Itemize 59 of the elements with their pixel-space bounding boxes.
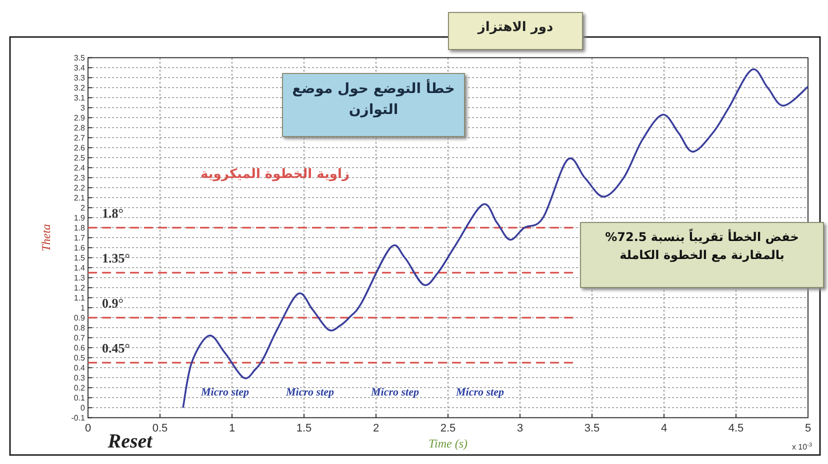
y-tick-label: 3.2 <box>74 84 86 93</box>
annotation: Micro step <box>200 386 250 399</box>
y-tick-label: 0.7 <box>74 334 86 343</box>
x-tick-label: 1.5 <box>296 422 312 435</box>
x-axis-title: Time (s) <box>428 436 468 451</box>
y-tick-label: 1.1 <box>74 294 86 303</box>
y-tick-label: 2.9 <box>74 114 86 123</box>
y-tick-label: 2.5 <box>74 154 86 163</box>
y-tick-label: 1.6 <box>74 244 86 253</box>
y-tick-label: 3.4 <box>74 64 86 73</box>
y-tick-label: 2.2 <box>74 184 86 193</box>
y-tick-label: -0.1 <box>71 414 86 423</box>
text: x 10$^{-3}$ <box>792 442 812 452</box>
y-tick-label: 2 <box>80 204 86 213</box>
x-tick-label: 2 <box>372 422 380 435</box>
y-tick-label: 0.8 <box>74 324 86 333</box>
y-tick-label: 2.4 <box>74 164 86 173</box>
y-tick-label: 1.9 <box>74 214 86 223</box>
y-tick-label: 3.5 <box>74 54 86 63</box>
ref-line-label: 0.45° <box>102 340 130 356</box>
text: Reset <box>106 430 154 453</box>
y-tick-label: 0 <box>80 404 86 413</box>
y-tick-label: 1.4 <box>74 264 86 273</box>
y-tick-label: 0.4 <box>74 364 86 373</box>
x-tick-label: 1 <box>228 422 236 435</box>
y-axis-title: Theta <box>39 224 53 252</box>
ref-line-label: 1.8° <box>102 206 124 221</box>
x-tick-label: 0.5 <box>152 422 168 435</box>
y-tick-label: 1.5 <box>74 254 86 263</box>
x-tick-label: 4.5 <box>728 422 744 435</box>
y-tick-label: 1.8 <box>74 224 86 233</box>
x-tick-label: 2.5 <box>440 422 456 435</box>
y-tick-label: 3 <box>80 104 86 113</box>
y-tick-label: 1.2 <box>74 284 86 293</box>
y-tick-label: 0.2 <box>74 384 86 393</box>
y-tick-label: 2.8 <box>74 124 86 133</box>
x-tick-label: 3.5 <box>584 422 600 435</box>
y-tick-label: 0.6 <box>74 344 86 353</box>
y-tick-label: 1.3 <box>74 274 86 283</box>
x-tick-label: 5 <box>804 422 812 435</box>
annotation: Micro step <box>370 386 420 399</box>
y-tick-label: 0.3 <box>74 374 86 383</box>
y-tick-label: 1.7 <box>74 234 86 243</box>
y-tick-label: 2.6 <box>74 144 86 153</box>
y-tick-label: 0.9 <box>74 314 86 323</box>
y-tick-label: 2.7 <box>74 134 86 143</box>
y-tick-label: 3.3 <box>74 74 86 83</box>
y-tick-label: 0.1 <box>74 394 86 403</box>
y-tick-label: 2.3 <box>74 174 86 183</box>
annotation: Micro step <box>285 386 334 399</box>
ref-line-label: 0.9° <box>102 296 124 311</box>
y-tick-label: 0.5 <box>74 354 86 363</box>
y-tick-label: 3.1 <box>74 94 86 103</box>
annotation: Micro step <box>455 386 504 399</box>
y-tick-label: 2.1 <box>74 194 86 203</box>
x-tick-label: 4 <box>660 422 668 435</box>
x-tick-label: 3 <box>516 422 524 435</box>
ref-line-label: 1.35° <box>102 250 130 266</box>
y-tick-label: 1 <box>80 304 86 313</box>
